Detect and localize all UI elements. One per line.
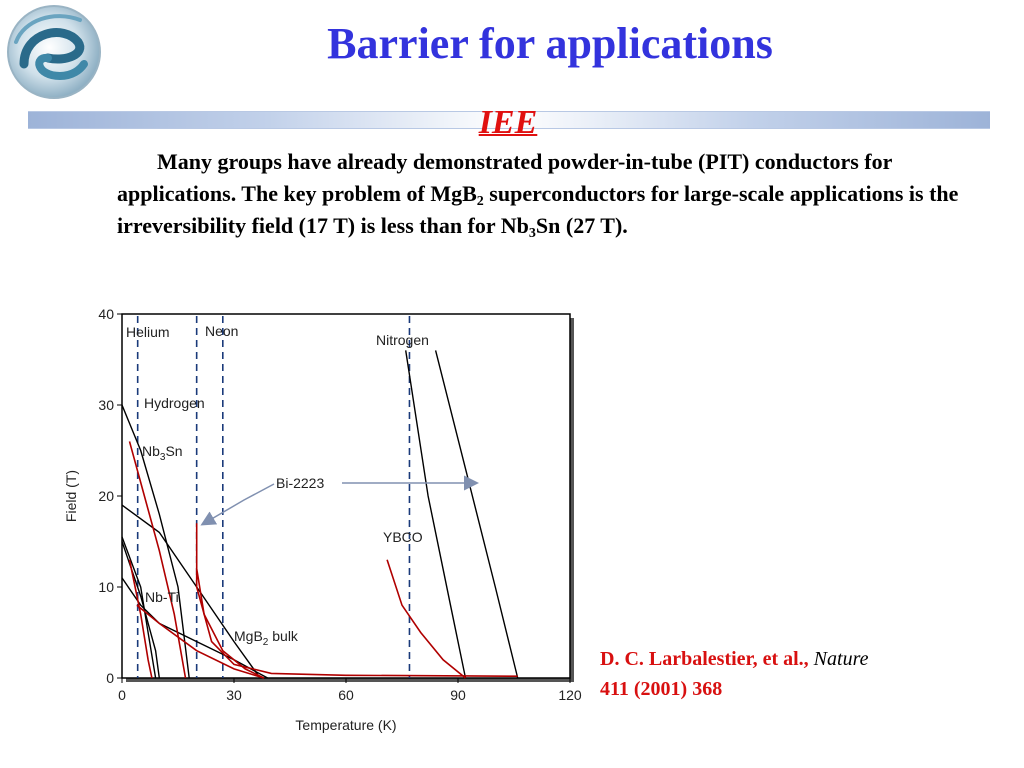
paragraph-text-3: Sn (27 T). [535, 213, 628, 238]
header-divider-bar [28, 111, 990, 129]
x-tick-label: 120 [558, 687, 582, 703]
citation: D. C. Larbalestier, et al., Nature 411 (… [600, 644, 980, 704]
paragraph-text-1: Many groups have already demonstrated po… [117, 149, 892, 206]
curve-line [195, 523, 518, 677]
label-nitrogen: Nitrogen [376, 332, 429, 348]
curve-line [121, 404, 190, 679]
label-neon: Neon [205, 323, 238, 339]
label-bi2223: Bi-2223 [276, 475, 324, 491]
label-hydrogen: Hydrogen [144, 395, 205, 411]
x-tick-label: 0 [118, 687, 126, 703]
label-nb3sn: Nb3Sn [142, 443, 183, 463]
paragraph-sub-1: 2 [476, 194, 484, 209]
x-tick-label: 90 [450, 687, 466, 703]
y-tick-label: 10 [98, 579, 114, 595]
curve-line [136, 604, 265, 679]
y-axis-label: Field (T) [63, 470, 79, 522]
citation-journal: Nature [813, 648, 869, 670]
iee-tag: IEE [478, 104, 538, 141]
curve-line [434, 350, 519, 679]
citation-reference: 411 (2001) 368 [600, 678, 723, 700]
citation-authors: D. C. Larbalestier, et al., [600, 648, 809, 670]
paragraph-text-2: superconductors for large-scale applicat… [117, 181, 959, 238]
label-nbti: Nb-Ti [145, 589, 179, 605]
y-tick-label: 40 [98, 306, 114, 322]
label-helium: Helium [126, 324, 170, 340]
curve-line [405, 350, 467, 679]
x-tick-label: 60 [338, 687, 354, 703]
intro-paragraph: Many groups have already demonstrated po… [117, 146, 972, 242]
label-mgb2-bulk: MgB2 bulk [234, 628, 299, 648]
x-axis-label: Temperature (K) [295, 717, 396, 733]
x-tick-label: 30 [226, 687, 242, 703]
curve-line [128, 559, 153, 679]
page-title: Barrier for applications [327, 19, 773, 68]
y-tick-label: 0 [106, 670, 114, 686]
label-ybco: YBCO [383, 529, 423, 545]
y-tick-label: 30 [98, 397, 114, 413]
arrow-bi2223-left [200, 483, 275, 526]
y-tick-label: 20 [98, 488, 114, 504]
plot-area [121, 313, 571, 679]
curve-line [386, 559, 467, 679]
curve-line [195, 568, 265, 679]
curve-line [128, 441, 187, 679]
logo-icon [7, 5, 101, 99]
field-temperature-chart: 0 30 60 90 120 0 10 20 30 40 Temperature (K) Field … [63, 306, 582, 733]
paragraph-sub-2: 3 [528, 226, 536, 241]
